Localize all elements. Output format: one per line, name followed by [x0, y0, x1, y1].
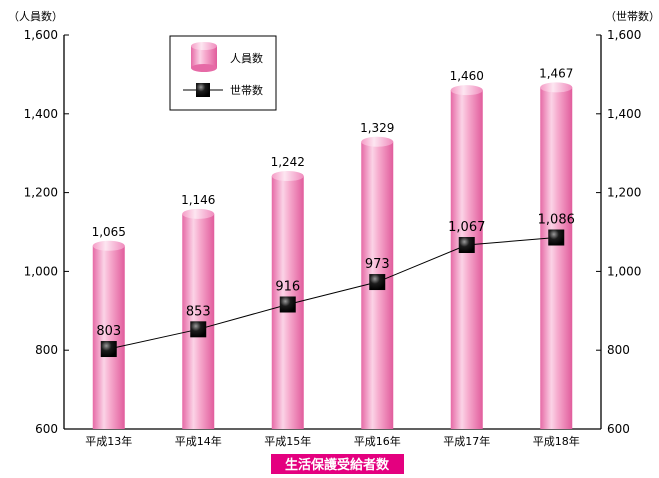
bar-value-label: 1,467: [539, 66, 573, 80]
legend-label-persons: 人員数: [230, 52, 263, 65]
bar: [92, 240, 125, 429]
right-tick-label: 1,200: [607, 186, 641, 200]
bar-body: [450, 90, 483, 429]
line-marker: [100, 341, 117, 358]
line-value-label: 1,086: [538, 213, 575, 228]
bar-cap: [450, 85, 483, 96]
bar-value-label: 1,065: [92, 225, 126, 239]
legend-bar-swatch: [191, 42, 217, 72]
legend: 人員数 世帯数: [169, 35, 277, 111]
category-label: 平成14年: [175, 434, 222, 448]
category-label: 平成16年: [354, 434, 401, 448]
line-marker: [458, 237, 475, 254]
line-value-label: 916: [275, 279, 300, 294]
axes: [63, 34, 602, 430]
left-tick-label: 1,000: [24, 264, 58, 278]
household-line: 803 853 916 973 1,067 1,086: [96, 213, 575, 358]
bar-value-label: 1,329: [360, 121, 394, 135]
bar-cap: [361, 136, 394, 147]
legend-box: [169, 35, 277, 111]
bar-cap: [92, 240, 125, 251]
line-marker: [369, 274, 386, 291]
line-marker: [190, 321, 207, 338]
category-label: 平成13年: [85, 434, 132, 448]
caption-background: [271, 454, 404, 474]
category-label: 平成17年: [443, 434, 490, 448]
tick-labels: 600 800 1,000 1,200 1,400 1,600 600 800 1,000 1,2…: [24, 28, 642, 436]
left-tick-label: 600: [35, 422, 58, 436]
bar-body: [540, 87, 573, 429]
caption-text: 生活保護受給者数: [285, 457, 390, 473]
bar-body: [92, 245, 125, 429]
legend-line-swatch: [183, 83, 223, 97]
legend-label-households: 世帯数: [230, 84, 263, 97]
line-value-label: 973: [365, 257, 390, 272]
left-tick-label: 1,200: [24, 186, 58, 200]
bar-value-label: 1,146: [181, 193, 215, 207]
bar-cap: [540, 82, 573, 93]
line-value-label: 803: [96, 324, 121, 339]
bar-cap: [271, 171, 304, 182]
left-axis-label: （人員数）: [8, 10, 63, 23]
household-line-path: [108, 237, 557, 350]
right-tick-label: 600: [607, 422, 630, 436]
left-tick-label: 1,400: [24, 107, 58, 121]
caption: 生活保護受給者数: [271, 454, 404, 474]
bar-value-label: 1,242: [271, 155, 305, 169]
left-tick-label: 1,600: [24, 28, 58, 42]
line-value-label: 853: [186, 304, 211, 319]
right-tick-label: 1,400: [607, 107, 641, 121]
right-tick-label: 800: [607, 343, 630, 357]
bar-value-label: 1,460: [450, 69, 484, 83]
line-marker: [548, 229, 565, 246]
category-label: 平成18年: [533, 434, 580, 448]
line-value-label: 1,067: [448, 220, 485, 235]
category-labels: 平成13年 平成14年 平成15年 平成16年 平成17年 平成18年: [85, 434, 580, 448]
right-tick-label: 1,000: [607, 264, 641, 278]
bar: [450, 85, 483, 429]
bar: [540, 82, 573, 429]
category-label: 平成15年: [264, 434, 311, 448]
bars: 1,065 1,146 1,242 1,329 1,460 1,467: [92, 66, 573, 430]
right-tick-label: 1,600: [607, 28, 641, 42]
right-axis-label: （世帯数）: [605, 10, 659, 23]
line-marker: [279, 296, 296, 313]
bar-cap: [182, 208, 215, 219]
left-tick-label: 800: [35, 343, 58, 357]
